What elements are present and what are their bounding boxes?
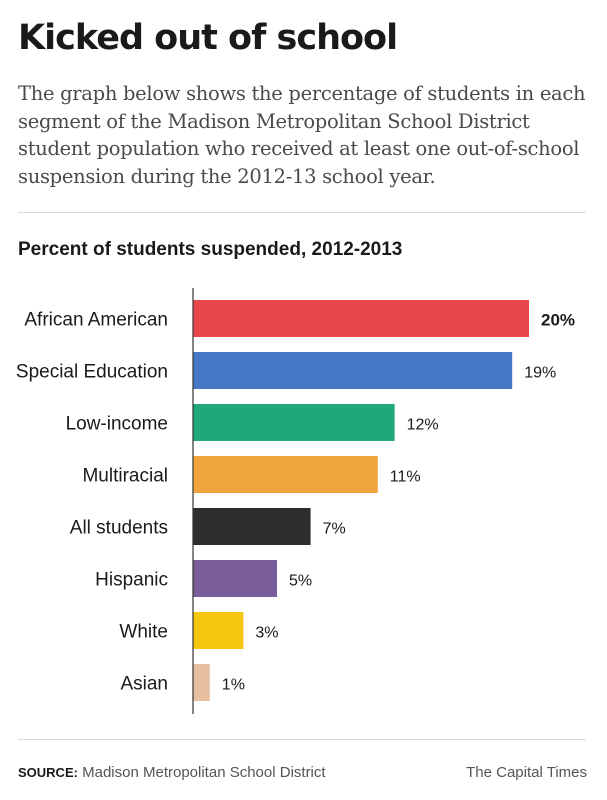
top-divider [18, 212, 586, 213]
bar-5 [193, 560, 277, 597]
value-label-1: 19% [524, 365, 556, 382]
headline: Kicked out of school [18, 18, 398, 58]
value-label-4: 7% [323, 521, 346, 538]
publisher-credit: The Capital Times [466, 764, 587, 781]
category-label-1: Special Education [16, 362, 168, 383]
bar-2 [193, 404, 395, 441]
value-label-0: 20% [541, 311, 575, 330]
category-label-5: Hispanic [95, 570, 168, 591]
category-label-3: Multiracial [82, 466, 168, 487]
bar-3 [193, 456, 378, 493]
category-label-0: African American [24, 310, 168, 331]
chart-title: Percent of students suspended, 2012-2013 [18, 239, 403, 260]
value-label-2: 12% [407, 417, 439, 434]
source-label: SOURCE: [18, 765, 78, 780]
bottom-divider [18, 739, 586, 740]
category-label-6: White [119, 622, 168, 643]
value-label-5: 5% [289, 573, 312, 590]
bar-chart: African American 20% Special Education 19% L… [16, 288, 575, 714]
bar-7 [193, 664, 210, 701]
value-label-6: 3% [255, 625, 278, 642]
bar-4 [193, 508, 311, 545]
source-line: SOURCE: Madison Metropolitan School Dist… [18, 764, 326, 781]
dek: The graph below shows the percentage of … [18, 82, 586, 188]
category-label-7: Asian [120, 674, 168, 695]
bar-1 [193, 352, 513, 389]
source-text: Madison Metropolitan School District [82, 764, 326, 781]
category-label-4: All students [70, 518, 168, 539]
category-label-2: Low-income [66, 414, 168, 435]
bar-6 [193, 612, 244, 649]
value-label-7: 1% [222, 677, 245, 694]
bar-0 [193, 300, 529, 337]
value-label-3: 11% [390, 469, 421, 486]
